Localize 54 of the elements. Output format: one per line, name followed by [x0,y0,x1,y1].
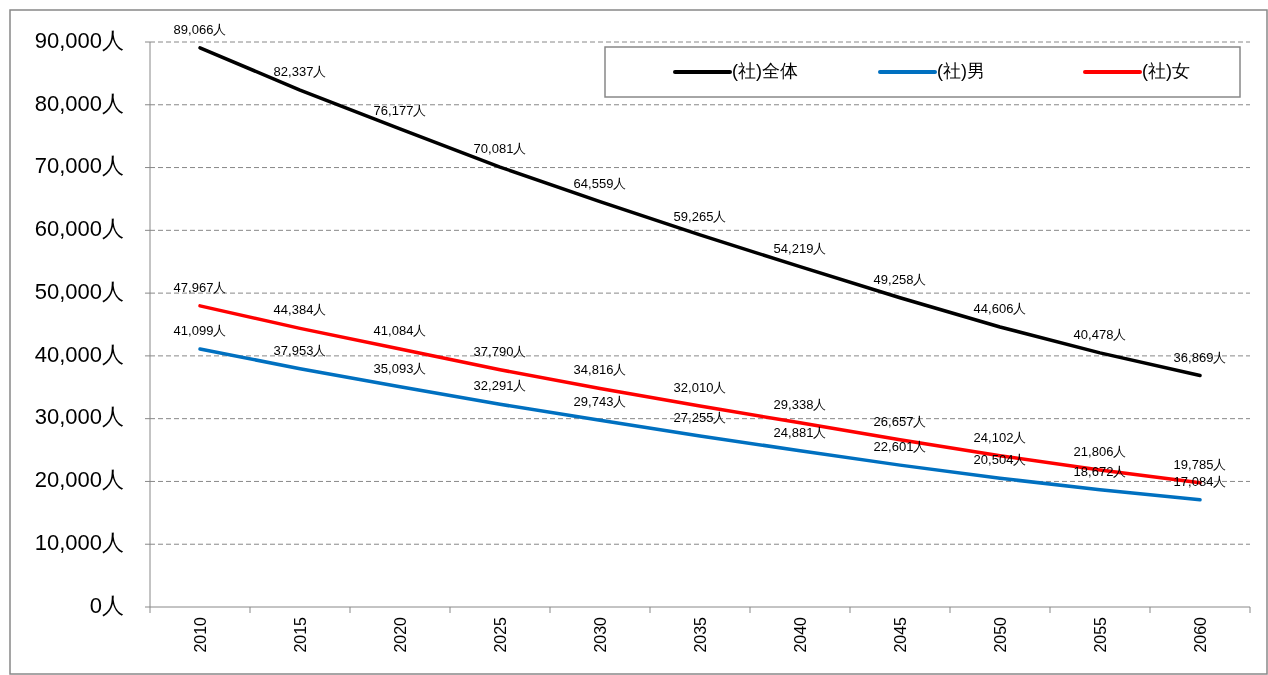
data-label: 32,010人 [673,380,727,396]
data-label: 37,790人 [473,343,527,359]
data-label: 24,881人 [773,424,827,440]
x-tick-label: 2010 [192,616,209,653]
x-tick-label: 2030 [592,616,609,653]
data-label: 70,081人 [473,141,527,157]
data-label: 47,967人 [173,279,227,295]
y-tick-label: 30,000人 [34,404,124,430]
data-label: 44,384人 [273,302,327,318]
data-label: 41,084人 [373,323,427,339]
x-tick-label: 2045 [892,616,909,653]
data-label: 54,219人 [773,240,827,256]
x-tick-label: 2060 [1192,616,1209,653]
data-label: 59,265人 [673,208,727,224]
y-tick-label: 0人 [89,592,124,618]
legend-label: (社)全体 [732,60,798,81]
y-tick-label: 40,000人 [34,341,124,367]
data-label: 37,953人 [273,342,327,358]
data-label: 36,869人 [1173,349,1227,365]
x-tick-label: 2015 [292,616,309,653]
data-label: 49,258人 [873,271,927,287]
y-tick-label: 50,000人 [34,278,124,304]
data-label: 29,338人 [773,396,827,412]
legend-label: (社)女 [1142,60,1190,81]
y-tick-label: 20,000人 [34,467,124,493]
data-label: 64,559人 [573,175,627,191]
legend-label: (社)男 [937,60,985,81]
y-tick-label: 80,000人 [34,90,124,116]
data-label: 44,606人 [973,300,1027,316]
data-label: 32,291人 [473,378,527,394]
x-tick-label: 2055 [1092,616,1109,653]
x-tick-label: 2040 [792,616,809,653]
data-label: 34,816人 [573,362,627,378]
data-label: 27,255人 [673,409,727,425]
x-tick-label: 2020 [392,616,409,653]
x-tick-label: 2025 [492,616,509,653]
data-label: 21,806人 [1073,444,1127,460]
data-label: 24,102人 [973,429,1027,445]
y-tick-label: 90,000人 [34,27,124,53]
data-label: 22,601人 [873,439,927,455]
data-label: 29,743人 [573,394,627,410]
data-label: 19,785人 [1173,456,1227,472]
y-tick-label: 70,000人 [34,153,124,179]
data-label: 26,657人 [873,413,927,429]
data-label: 41,099人 [173,322,227,338]
x-tick-label: 2050 [992,616,1009,653]
data-label: 82,337人 [273,64,327,80]
data-label: 76,177人 [373,102,427,118]
data-label: 40,478人 [1073,326,1127,342]
data-label: 89,066人 [173,21,227,37]
data-label: 35,093人 [373,360,427,376]
x-tick-label: 2035 [692,616,709,653]
y-tick-label: 10,000人 [34,530,124,556]
y-tick-label: 60,000人 [34,216,124,242]
